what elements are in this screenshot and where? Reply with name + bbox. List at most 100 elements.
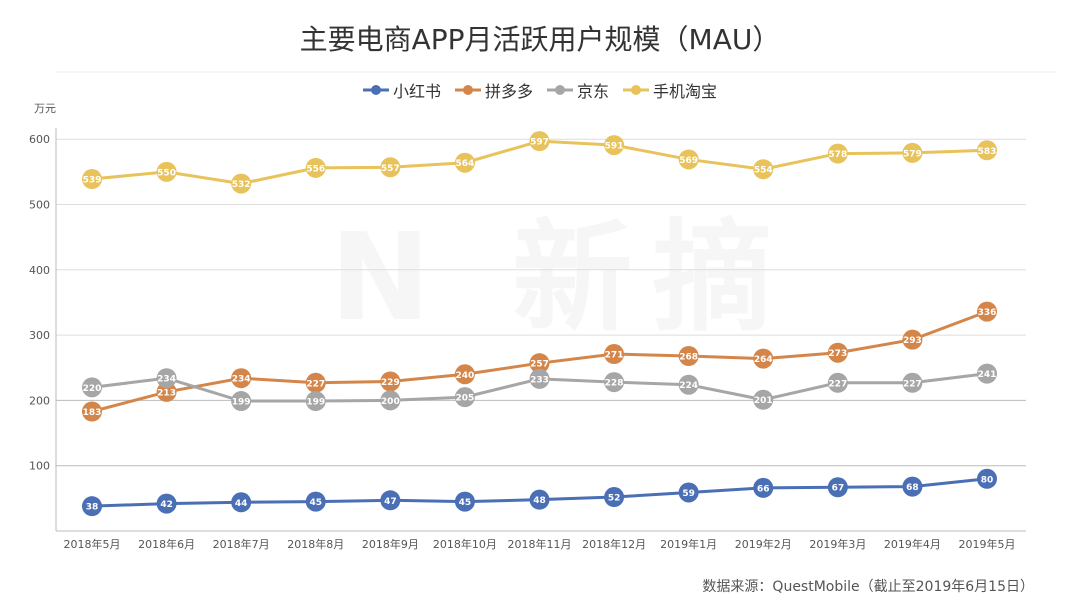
- data-label: 227: [828, 379, 847, 389]
- data-label: 564: [456, 159, 475, 169]
- data-label: 201: [754, 396, 773, 406]
- data-label: 220: [83, 384, 102, 394]
- data-point: [380, 390, 401, 411]
- data-label: 48: [533, 496, 546, 506]
- data-label: 38: [86, 503, 99, 513]
- data-label: 199: [232, 398, 251, 408]
- data-point: [529, 489, 550, 510]
- data-label: 200: [381, 397, 400, 407]
- x-tick-label: 2018年10月: [433, 537, 497, 551]
- y-axis-unit: 万元: [34, 102, 56, 115]
- data-label: 293: [903, 336, 922, 346]
- data-point: [82, 401, 102, 422]
- x-tick-label: 2018年8月: [287, 537, 344, 551]
- legend-item: 拼多多: [454, 78, 533, 102]
- legend-marker-icon: [362, 85, 389, 95]
- data-label: 579: [903, 149, 922, 159]
- data-point: [156, 381, 177, 402]
- data-point: [902, 142, 923, 163]
- data-point: [454, 491, 475, 512]
- data-point: [380, 490, 401, 511]
- data-label: 550: [157, 168, 176, 178]
- data-point: [902, 372, 923, 393]
- data-point: [902, 329, 923, 350]
- data-label: 228: [605, 379, 624, 389]
- data-label: 199: [306, 398, 325, 408]
- data-point: [231, 492, 252, 513]
- data-point: [305, 391, 326, 412]
- legend-marker-icon: [454, 85, 481, 95]
- data-point: [678, 149, 699, 170]
- data-label: 557: [381, 164, 400, 174]
- y-tick-label: 200: [29, 394, 50, 407]
- chart-title: 主要电商APP月活跃用户规模（MAU）: [299, 23, 781, 56]
- data-point: [529, 131, 550, 152]
- x-tick-label: 2019年5月: [959, 537, 1016, 551]
- data-point: [156, 368, 177, 389]
- x-tick-label: 2018年11月: [508, 537, 572, 551]
- data-point: [827, 477, 848, 498]
- data-point: [380, 371, 401, 392]
- data-point: [604, 372, 625, 393]
- x-tick-label: 2018年9月: [362, 537, 419, 551]
- data-label: 336: [978, 308, 997, 318]
- data-point: [529, 353, 550, 374]
- x-tick-label: 2019年3月: [809, 537, 866, 551]
- legend-label: 京东: [577, 82, 610, 101]
- data-point: [305, 372, 326, 393]
- data-label: 227: [903, 379, 922, 389]
- data-point: [977, 301, 997, 322]
- data-label: 234: [157, 375, 176, 385]
- data-label: 583: [978, 147, 997, 157]
- data-point: [380, 157, 401, 178]
- x-tick-label: 2019年4月: [884, 537, 941, 551]
- data-label: 578: [828, 150, 847, 160]
- data-point: [529, 368, 550, 389]
- watermark: N 新摘: [330, 209, 793, 348]
- data-point: [678, 345, 699, 366]
- y-tick-label: 600: [29, 133, 50, 146]
- data-point: [82, 377, 102, 398]
- x-tick-label: 2018年5月: [64, 537, 121, 551]
- legend-marker-icon: [623, 85, 650, 95]
- data-point: [454, 152, 475, 173]
- data-label: 257: [530, 360, 549, 370]
- data-label: 240: [456, 371, 475, 381]
- data-point: [902, 476, 923, 497]
- data-point: [604, 487, 625, 508]
- data-label: 569: [679, 156, 698, 166]
- data-label: 271: [605, 351, 624, 361]
- data-label: 591: [605, 142, 624, 152]
- data-label: 183: [83, 408, 102, 418]
- x-tick-label: 2019年2月: [735, 537, 792, 551]
- data-point: [827, 372, 848, 393]
- data-label: 52: [608, 494, 621, 504]
- x-tick-label: 2018年12月: [582, 537, 646, 551]
- data-label: 59: [682, 489, 695, 499]
- x-tick-label: 2018年7月: [213, 537, 270, 551]
- data-point: [82, 169, 102, 190]
- y-tick-label: 100: [29, 460, 50, 473]
- data-label: 554: [754, 166, 773, 176]
- data-label: 80: [981, 475, 994, 485]
- legend: 小红书 拼多多 京东 手机淘宝: [0, 78, 1080, 102]
- data-label: 556: [306, 164, 325, 174]
- data-point: [231, 391, 252, 412]
- legend-label: 手机淘宝: [653, 82, 718, 101]
- data-point: [454, 364, 475, 385]
- data-point: [753, 348, 774, 369]
- data-point: [604, 135, 625, 156]
- y-tick-label: 400: [29, 264, 50, 277]
- data-label: 68: [906, 483, 919, 493]
- data-label: 213: [157, 388, 176, 398]
- legend-label: 拼多多: [484, 82, 533, 101]
- data-point: [678, 482, 699, 503]
- data-point: [305, 491, 326, 512]
- data-label: 233: [530, 375, 549, 385]
- data-label: 532: [232, 180, 251, 190]
- data-point: [678, 374, 699, 395]
- x-tick-label: 2018年6月: [138, 537, 195, 551]
- data-point: [82, 496, 102, 517]
- data-label: 268: [679, 352, 698, 362]
